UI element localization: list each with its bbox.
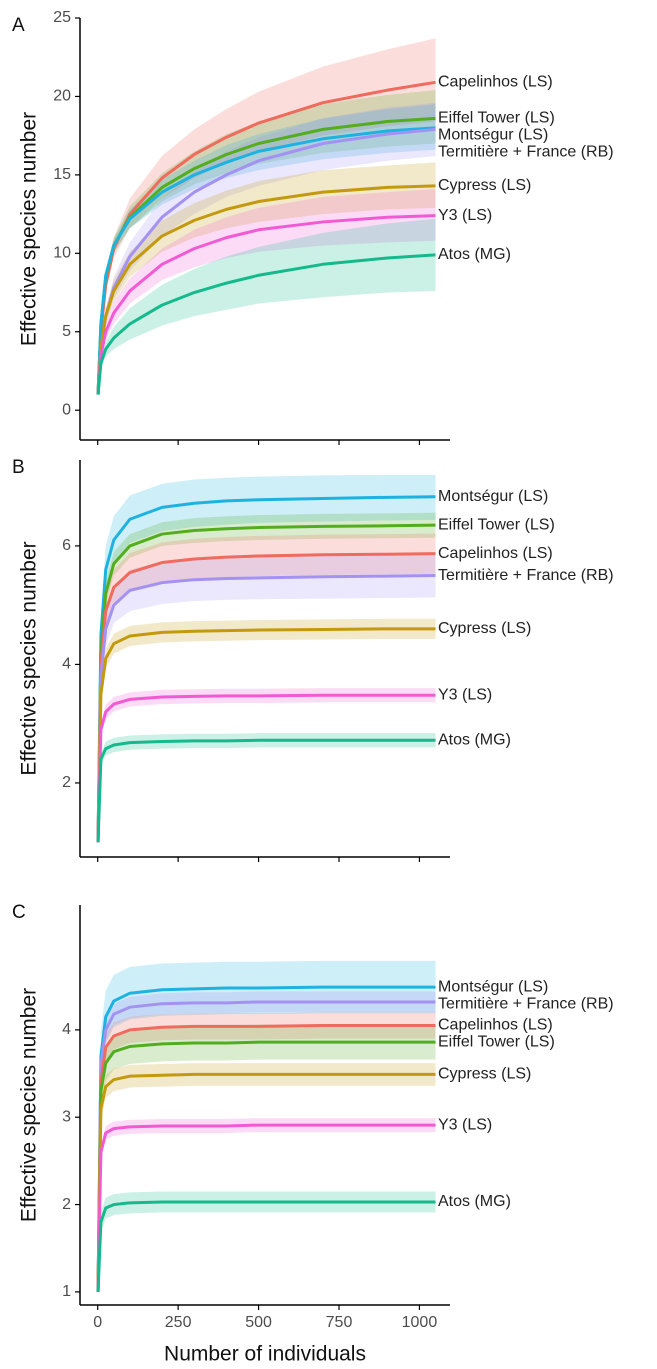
series-label: Y3 (LS) bbox=[438, 686, 492, 703]
series-label: Atos (MG) bbox=[438, 1193, 511, 1210]
series-label: Capelinhos (LS) bbox=[438, 1017, 553, 1034]
series-label: Termitière + France (RB) bbox=[438, 995, 614, 1012]
panel-letter: A bbox=[12, 15, 25, 36]
series-line bbox=[96, 495, 436, 843]
series-label: Atos (MG) bbox=[438, 731, 511, 748]
y-tick-label: 3 bbox=[62, 1108, 71, 1125]
series-label: Cypress (LS) bbox=[438, 1066, 531, 1083]
x-tick-label: 250 bbox=[165, 1314, 192, 1331]
series-line bbox=[96, 1024, 436, 1292]
series-line bbox=[96, 126, 436, 395]
x-tick-label: 500 bbox=[245, 1314, 272, 1331]
y-tick-label: 4 bbox=[62, 1021, 71, 1038]
confidence-band bbox=[98, 688, 436, 843]
confidence-band bbox=[98, 1012, 436, 1292]
series-line bbox=[96, 985, 436, 1292]
series-line bbox=[96, 1000, 436, 1292]
panel: C Effective species number Number of indiv… bbox=[12, 902, 614, 1366]
panel-letter: C bbox=[12, 902, 26, 923]
series-label: Eiffel Tower (LS) bbox=[438, 1034, 555, 1051]
confidence-band bbox=[98, 553, 436, 843]
series-label: Eiffel Tower (LS) bbox=[438, 516, 555, 533]
confidence-band bbox=[98, 618, 436, 843]
confidence-band bbox=[98, 188, 436, 395]
y-tick-label: 1 bbox=[62, 1283, 71, 1300]
series-label: Y3 (LS) bbox=[438, 1116, 492, 1133]
confidence-band bbox=[98, 533, 436, 843]
series-label: Capelinhos (LS) bbox=[438, 74, 553, 91]
confidence-band bbox=[98, 1024, 436, 1292]
confidence-band bbox=[98, 1063, 436, 1292]
series-label: Cypress (LS) bbox=[438, 620, 531, 637]
series-line bbox=[96, 1200, 436, 1292]
y-axis-title: Effective species number bbox=[18, 112, 41, 346]
confidence-band bbox=[98, 733, 436, 843]
x-tick-label: 750 bbox=[326, 1314, 353, 1331]
series-label: Termitière + France (RB) bbox=[438, 567, 614, 584]
y-axis-title: Effective species number bbox=[18, 988, 41, 1222]
series-line bbox=[96, 552, 436, 843]
confidence-band bbox=[98, 1191, 436, 1292]
y-tick-label: 20 bbox=[53, 88, 71, 105]
y-axis-title: Effective species number bbox=[18, 541, 41, 775]
series-label: Montségur (LS) bbox=[438, 488, 548, 505]
y-tick-label: 25 bbox=[53, 9, 71, 26]
series-line bbox=[96, 523, 436, 843]
series-line bbox=[96, 1123, 436, 1292]
confidence-band bbox=[98, 162, 436, 395]
series-line bbox=[96, 693, 436, 843]
series-line bbox=[96, 627, 436, 843]
series-label: Montségur (LS) bbox=[438, 127, 548, 144]
y-tick-label: 2 bbox=[62, 774, 71, 791]
x-axis-title: Number of individuals bbox=[164, 1343, 366, 1366]
series-line bbox=[96, 1040, 436, 1292]
y-tick-label: 15 bbox=[53, 166, 71, 183]
confidence-band bbox=[98, 90, 436, 395]
series-line bbox=[96, 574, 436, 843]
y-tick-label: 4 bbox=[62, 656, 71, 673]
series-line bbox=[96, 1072, 436, 1292]
series-label: Termitière + France (RB) bbox=[438, 144, 614, 161]
y-tick-label: 6 bbox=[62, 537, 71, 554]
y-tick-label: 5 bbox=[62, 323, 71, 340]
series-label: Y3 (LS) bbox=[438, 207, 492, 224]
series-label: Montségur (LS) bbox=[438, 978, 548, 995]
confidence-band bbox=[98, 474, 436, 843]
x-tick-label: 1000 bbox=[402, 1314, 438, 1331]
panel: B Effective species number 2 4 6 Montségur (L… bbox=[12, 457, 614, 862]
series-line bbox=[96, 214, 436, 395]
series-label: Cypress (LS) bbox=[438, 177, 531, 194]
y-tick-label: 0 bbox=[62, 401, 71, 418]
y-tick-label: 10 bbox=[53, 245, 71, 262]
panel: A Effective species number 0 5 10 15 20 25 Capel… bbox=[12, 9, 614, 445]
series-label: Capelinhos (LS) bbox=[438, 545, 553, 562]
x-tick-label: 0 bbox=[93, 1314, 102, 1331]
series-line bbox=[96, 184, 436, 395]
y-tick-label: 2 bbox=[62, 1196, 71, 1213]
series-line bbox=[96, 253, 436, 395]
series-line bbox=[96, 738, 436, 843]
series-label: Atos (MG) bbox=[438, 246, 511, 263]
panel-letter: B bbox=[12, 457, 25, 478]
series-label: Eiffel Tower (LS) bbox=[438, 110, 555, 127]
